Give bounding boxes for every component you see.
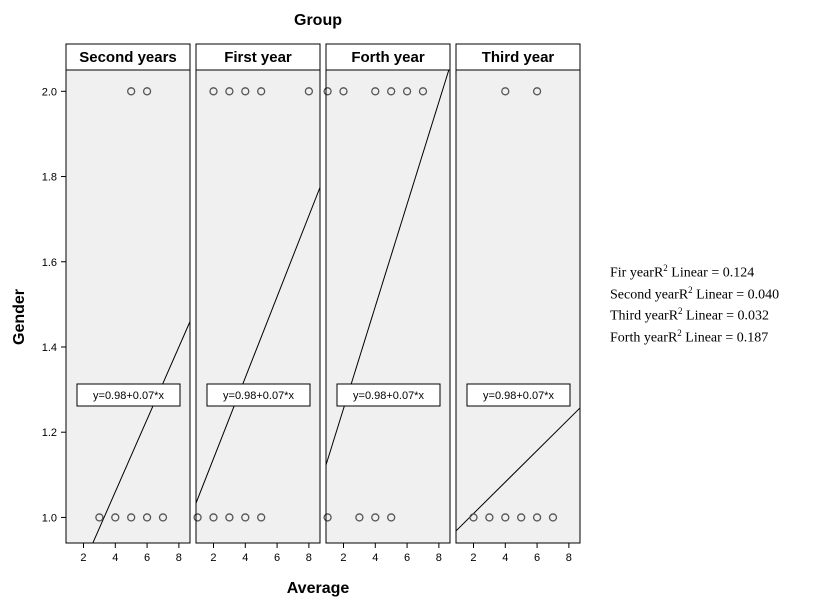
- data-point: [193, 513, 202, 522]
- panels-group: 1.0 1.2 1.4 1.6 1.8 2.0 Second years y=0.98+0.0…: [42, 43, 581, 564]
- data-point: [469, 513, 478, 522]
- x-tick-label: 2: [210, 552, 216, 564]
- y-tick-label: 1.4: [42, 342, 57, 354]
- x-tick-label: 8: [436, 552, 442, 564]
- data-point: [142, 513, 152, 522]
- data-point: [485, 513, 494, 522]
- data-point: [532, 513, 542, 522]
- data-point: [209, 513, 218, 522]
- data-point: [387, 87, 396, 96]
- equation-box: [206, 383, 311, 407]
- x-tick-label: 4: [242, 552, 248, 564]
- data-point: [402, 87, 412, 96]
- y-tick-label: 1.2: [42, 427, 57, 439]
- data-point: [127, 513, 136, 522]
- x-tick-label: 4: [112, 552, 118, 564]
- data-point: [323, 513, 332, 522]
- data-point: [501, 513, 510, 522]
- panel-title: Third year: [482, 49, 555, 66]
- equation-box: [76, 383, 181, 407]
- data-point: [241, 87, 250, 96]
- chart-title: Group: [294, 12, 342, 29]
- data-point: [209, 87, 218, 96]
- data-point: [95, 513, 104, 522]
- data-point: [257, 87, 266, 96]
- x-tick-label: 6: [144, 552, 150, 564]
- equation-label: y=0.98+0.07*x: [93, 390, 164, 402]
- data-point: [257, 513, 266, 522]
- equation-label: y=0.98+0.07*x: [353, 390, 424, 402]
- equation-label: y=0.98+0.07*x: [483, 390, 554, 402]
- x-tick-label: 8: [306, 552, 312, 564]
- y-tick-label: 2.0: [42, 86, 57, 98]
- x-axis-label: Average: [287, 580, 350, 597]
- data-point: [225, 513, 234, 522]
- x-tick-label: 8: [176, 552, 182, 564]
- panel-border: [195, 43, 321, 544]
- x-tick-label: 6: [404, 552, 410, 564]
- x-tick-label: 2: [470, 552, 476, 564]
- data-point: [225, 87, 234, 96]
- data-point: [304, 87, 314, 96]
- x-tick-label: 2: [340, 552, 346, 564]
- equation-label: y=0.98+0.07*x: [223, 390, 294, 402]
- data-point: [548, 513, 558, 522]
- panel-title: Forth year: [351, 49, 425, 66]
- panel-background: [456, 70, 580, 543]
- data-point: [323, 87, 332, 96]
- legend-entry: Third yearR2 Linear = 0.032: [610, 306, 769, 324]
- fit-line: [196, 187, 320, 504]
- equation-box: [336, 383, 441, 407]
- legend: Fir yearR2 Linear = 0.124 Second yearR2 …: [610, 260, 779, 347]
- x-tick-label: 8: [566, 552, 572, 564]
- legend-entry: Second yearR2 Linear = 0.040: [610, 284, 780, 303]
- x-tick-label: 6: [534, 552, 540, 564]
- x-tick-label: 4: [372, 552, 378, 564]
- x-tick-label: 4: [502, 552, 508, 564]
- data-point: [142, 87, 152, 96]
- data-point: [371, 87, 380, 96]
- panel-border: [65, 43, 191, 544]
- fit-line: [92, 321, 190, 543]
- fit-line: [456, 407, 580, 532]
- legend-entry: Forth yearR2 Linear = 0.187: [610, 327, 769, 346]
- y-tick-label: 1.0: [42, 512, 57, 524]
- data-point: [355, 513, 364, 522]
- x-tick-label: 6: [274, 552, 280, 564]
- data-point: [371, 513, 380, 522]
- data-point: [158, 513, 168, 522]
- data-point: [339, 87, 348, 96]
- y-axis-label: Gender: [11, 289, 28, 345]
- panel-border: [325, 43, 451, 544]
- panel-title: Second years: [79, 49, 177, 66]
- data-point: [241, 513, 250, 522]
- x-tick-label: 2: [80, 552, 86, 564]
- y-tick-label: 1.8: [42, 172, 57, 184]
- data-point: [532, 87, 542, 96]
- y-tick-label: 1.6: [42, 257, 57, 269]
- data-point: [387, 513, 396, 522]
- data-point: [127, 87, 136, 96]
- data-point: [418, 87, 428, 96]
- legend-entry: Fir yearR2 Linear = 0.124: [610, 263, 755, 281]
- panel-background: [66, 70, 190, 543]
- panel-background: [326, 70, 450, 543]
- panel-border: [455, 43, 581, 544]
- equation-box: [466, 383, 571, 407]
- data-point: [517, 513, 526, 522]
- panel-background: [196, 70, 320, 543]
- data-point: [111, 513, 120, 522]
- data-point: [501, 87, 510, 96]
- panel-title: First year: [224, 49, 292, 66]
